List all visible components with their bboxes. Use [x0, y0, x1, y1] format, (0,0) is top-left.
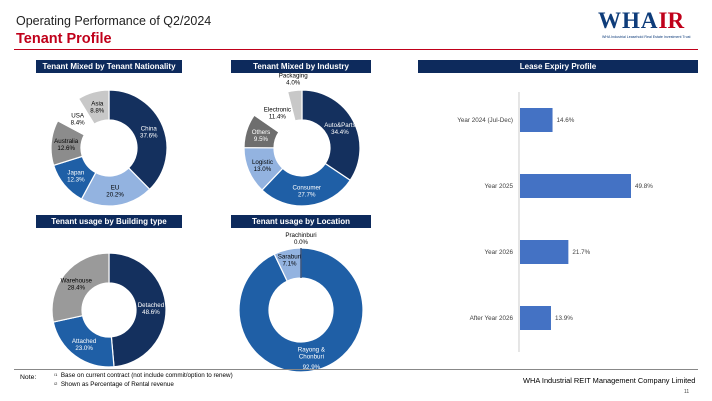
logo-accent: IR — [658, 8, 685, 33]
lease-expiry-chart: Lease Expiry Profile Year 2024 (Jul-Dec)… — [418, 60, 698, 366]
footnote-1-marker: /1 — [54, 372, 58, 377]
slice-label-rayong-chonburi: Rayong & Chonburi — [298, 346, 326, 360]
footnote-2-marker: /2 — [54, 381, 58, 386]
page-title: Tenant Profile — [16, 31, 112, 47]
chart-title: Lease Expiry Profile — [418, 60, 698, 73]
bar-after-year-2026 — [520, 306, 551, 330]
slice-auto-parts — [301, 89, 361, 182]
company-name: WHA Industrial REIT Management Company L… — [523, 376, 696, 385]
building-type-chart: Tenant usage by Building type Detached 48… — [36, 215, 182, 368]
company-logo: WHAIR WHA Industrial Leasehold Real Esta… — [598, 8, 696, 42]
slice-label-consumer: Consumer — [292, 185, 321, 192]
slice-label-prachinburi: Prachinburi — [285, 232, 316, 239]
industry-chart: Tenant Mixed by Industry Auto&Parts 34.4%… — [231, 60, 371, 207]
tick-label-after-year-2026: After Year 2026 — [470, 315, 514, 322]
page-number: 11 — [684, 389, 690, 395]
slice-value-warehouse: 28.4% — [68, 285, 86, 292]
data-label-after-year-2026: 13.9% — [555, 315, 573, 322]
location-chart: Tenant usage by Location Rayong & Chonbur… — [231, 215, 371, 373]
slice-value-rayong-chonburi: 92.9% — [303, 364, 321, 371]
slice-value-usa: 8.4% — [71, 120, 86, 127]
slice-value-packaging: 4.0% — [286, 80, 301, 87]
slice-value-eu: 20.2% — [106, 192, 124, 199]
slice-value-asia: 8.8% — [90, 108, 105, 115]
slice-china — [108, 89, 168, 191]
header-rule — [14, 49, 698, 50]
slice-label-asia: Asia — [91, 101, 104, 108]
tick-label-year-2026: Year 2026 — [485, 249, 514, 256]
slice-label-logistic: Logistic — [252, 159, 273, 166]
slice-value-japan: 12.3% — [67, 176, 85, 183]
slice-label-australia: Australia — [54, 138, 79, 145]
slice-label-eu: EU — [111, 185, 120, 192]
slice-label-auto-parts: Auto&Parts — [324, 122, 355, 129]
slice-warehouse — [51, 252, 110, 323]
slice-label-detached: Detached — [138, 302, 165, 309]
slice-value-others: 9.5% — [254, 136, 269, 143]
page-subtitle: Operating Performance of Q2/2024 — [16, 14, 212, 28]
slice-value-auto-parts: 34.4% — [331, 129, 349, 136]
slice-value-china: 37.6% — [140, 133, 158, 140]
slice-asia — [77, 89, 110, 126]
slice-value-prachinburi: 0.0% — [294, 239, 309, 246]
footnote-2-text: Shown as Percentage of Rental revenue — [60, 381, 174, 388]
bar-year-2025 — [520, 174, 631, 198]
slice-detached — [108, 252, 167, 368]
slice-label-saraburi: Saraburi — [278, 253, 301, 260]
slice-value-detached: 48.6% — [142, 309, 160, 316]
logo-text: WHA — [598, 8, 659, 33]
slice-value-consumer: 27.7% — [298, 192, 316, 199]
chart-title: Tenant usage by Location — [231, 215, 371, 228]
chart-title: Tenant usage by Building type — [36, 215, 182, 228]
footer-rule — [14, 369, 698, 370]
slice-label-japan: Japan — [67, 169, 84, 176]
slice-label-attached: Attached — [72, 338, 97, 345]
nationality-chart: Tenant Mixed by Tenant Nationality China… — [36, 60, 182, 207]
slice-label-others: Others — [252, 129, 271, 136]
slice-value-logistic: 13.0% — [254, 166, 272, 173]
slice-value-australia: 12.6% — [57, 145, 75, 152]
slice-value-attached: 23.0% — [75, 345, 93, 352]
data-label-year-2025: 49.8% — [635, 183, 653, 190]
tick-label-year-2025: Year 2025 — [485, 183, 514, 190]
slice-label-packaging: Packaging — [279, 73, 308, 80]
slice-value-electronic: 11.4% — [269, 114, 287, 121]
slice-label-warehouse: Warehouse — [61, 278, 93, 285]
slice-label-usa: USA — [71, 113, 85, 120]
slice-label-electronic: Electronic — [264, 107, 291, 114]
footnote-2: /2 Shown as Percentage of Rental revenue — [54, 381, 174, 388]
footnote-1: /1 Base on current contract (not include… — [54, 372, 233, 379]
slice-value-saraburi: 7.1% — [282, 260, 297, 267]
bar-year-2024-jul-dec — [520, 108, 553, 132]
note-label: Note: — [20, 374, 37, 381]
lease-expiry-bars: Year 2024 (Jul-Dec) 14.6% Year 2025 49.8% Ye… — [457, 92, 653, 352]
slice-rayong-chonburi — [238, 247, 364, 373]
logo-subtext: WHA Industrial Leasehold Real Estate Inv… — [602, 35, 691, 39]
chart-title: Tenant Mixed by Industry — [231, 60, 371, 73]
chart-title: Tenant Mixed by Tenant Nationality — [36, 60, 182, 73]
data-label-year-2026: 21.7% — [572, 249, 590, 256]
data-label-year-2024-jul-dec: 14.6% — [557, 117, 575, 124]
footnote-1-text: Base on current contract (not include co… — [60, 372, 233, 379]
slice-packaging — [286, 89, 303, 122]
slice-label-china: China — [141, 126, 158, 133]
bar-year-2026 — [520, 240, 569, 264]
tick-label-year-2024-jul-dec: Year 2024 (Jul-Dec) — [457, 117, 513, 124]
